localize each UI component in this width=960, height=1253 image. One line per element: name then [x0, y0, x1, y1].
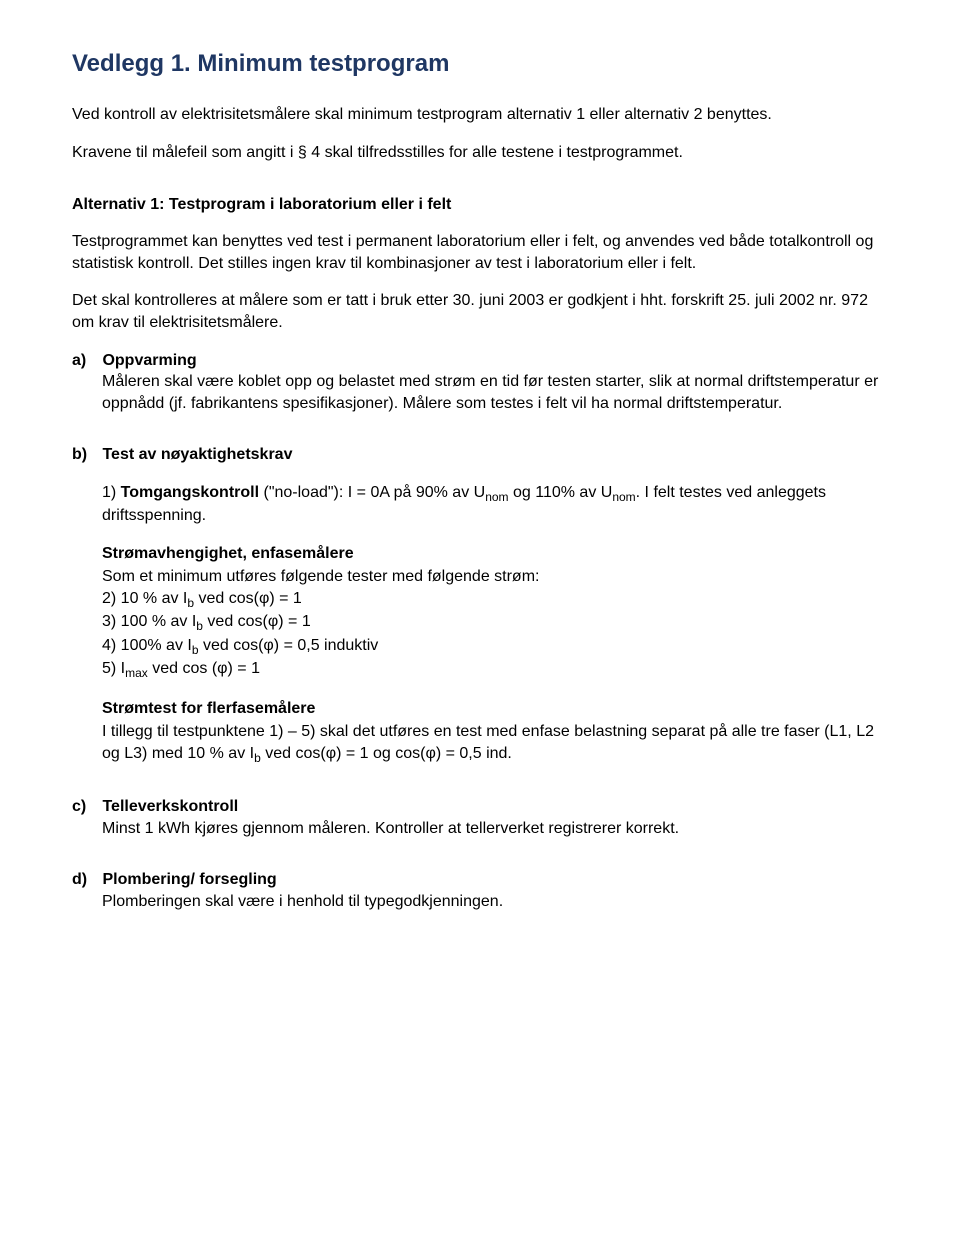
t5-pre: 5) I [102, 660, 125, 677]
section-a: a) Oppvarming Måleren skal være koblet o… [72, 350, 888, 415]
test-4: 4) 100% av Ib ved cos(φ) = 0,5 induktiv [102, 635, 888, 658]
flerfase-sub: b [254, 751, 261, 765]
t5-rest: ved cos (φ) = 1 [148, 660, 260, 677]
t5-sub: max [125, 666, 148, 680]
section-c-body: Minst 1 kWh kjøres gjennom måleren. Kont… [102, 820, 679, 837]
t4-rest: ved cos(φ) = 0,5 induktiv [199, 637, 379, 654]
tomgang-sub1: nom [485, 490, 508, 504]
page-title: Vedlegg 1. Minimum testprogram [72, 48, 888, 80]
enfase-intro: Som et minimum utføres følgende tester m… [102, 566, 888, 588]
test-2: 2) 10 % av Ib ved cos(φ) = 1 [102, 588, 888, 611]
t2-pre: 2) 10 % av I [102, 590, 187, 607]
section-d-title: Plombering/ forsegling [102, 871, 276, 888]
section-b-label: b) [72, 444, 98, 466]
section-b-title: Test av nøyaktighetskrav [102, 446, 292, 463]
flerfase-title: Strømtest for flerfasemålere [102, 698, 888, 720]
enfase-tests: Som et minimum utføres følgende tester m… [102, 566, 888, 681]
section-b: b) Test av nøyaktighetskrav 1) Tomgangsk… [72, 444, 888, 766]
section-d-content: d) Plombering/ forsegling Plomberingen s… [102, 869, 888, 912]
test-5: 5) Imax ved cos (φ) = 1 [102, 658, 888, 681]
t4-pre: 4) 100% av I [102, 637, 192, 654]
tomgang-sub2: nom [612, 490, 635, 504]
tomgang-bold: Tomgangskontroll [121, 484, 259, 501]
alt1-paragraph-1: Testprogrammet kan benyttes ved test i p… [72, 231, 888, 274]
tomgang-rest-2: og 110% av U [509, 484, 613, 501]
section-a-title: Oppvarming [102, 352, 196, 369]
alt1-paragraph-2: Det skal kontrolleres at målere som er t… [72, 290, 888, 333]
intro-paragraph-2: Kravene til målefeil som angitt i § 4 sk… [72, 142, 888, 164]
section-b-header: b) Test av nøyaktighetskrav [102, 444, 888, 466]
tomgang-rest-1: ("no-load"): I = 0A på 90% av U [259, 484, 485, 501]
section-a-label: a) [72, 350, 98, 372]
t2-rest: ved cos(φ) = 1 [194, 590, 302, 607]
intro-paragraph-1: Ved kontroll av elektrisitetsmålere skal… [72, 104, 888, 126]
section-a-content: a) Oppvarming Måleren skal være koblet o… [102, 350, 888, 415]
section-d-body: Plomberingen skal være i henhold til typ… [102, 893, 503, 910]
section-d-label: d) [72, 869, 98, 891]
alt1-heading: Alternativ 1: Testprogram i laboratorium… [72, 194, 888, 216]
tomgang-line: 1) Tomgangskontroll ("no-load"): I = 0A … [102, 482, 888, 527]
flerfase-rest: ved cos(φ) = 1 og cos(φ) = 0,5 ind. [261, 745, 512, 762]
tomgang-pre: 1) [102, 484, 121, 501]
section-d: d) Plombering/ forsegling Plomberingen s… [72, 869, 888, 912]
t3-sub: b [196, 620, 203, 634]
section-c-label: c) [72, 796, 98, 818]
enfase-title: Strømavhengighet, enfasemålere [102, 543, 888, 565]
section-c-content: c) Telleverkskontroll Minst 1 kWh kjøres… [102, 796, 888, 839]
flerfase-body: I tillegg til testpunktene 1) – 5) skal … [102, 721, 888, 766]
t3-pre: 3) 100 % av I [102, 613, 196, 630]
test-3: 3) 100 % av Ib ved cos(φ) = 1 [102, 611, 888, 634]
t3-rest: ved cos(φ) = 1 [203, 613, 311, 630]
section-c-title: Telleverkskontroll [102, 798, 238, 815]
section-a-body: Måleren skal være koblet opp og belastet… [102, 373, 878, 412]
t4-sub: b [192, 643, 199, 657]
section-c: c) Telleverkskontroll Minst 1 kWh kjøres… [72, 796, 888, 839]
